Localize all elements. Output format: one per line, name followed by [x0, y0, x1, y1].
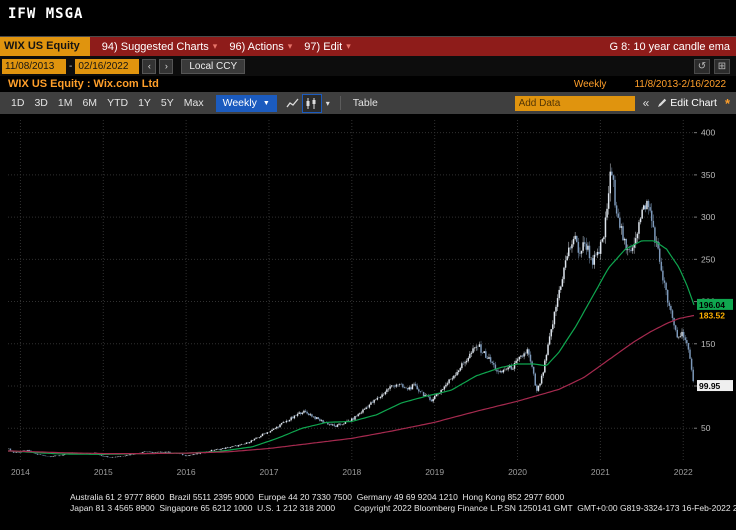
- period-1m[interactable]: 1M: [57, 97, 73, 109]
- chart-header: WIX US Equity : Wix.com Ltd Weekly 11/8/…: [0, 76, 736, 92]
- screen-title: G 8: 10 year candle ema: [609, 40, 730, 53]
- dropdown-arrow-icon: ▾: [346, 41, 351, 51]
- rangebar-right-icons: ↺ ⊞: [694, 58, 730, 74]
- gridlines: 5010015020025030035040020142015201620172…: [8, 120, 715, 477]
- date-range-dash: -: [69, 60, 73, 72]
- ema-fast-label: [697, 298, 733, 310]
- chart-security-title: WIX US Equity : Wix.com Ltd: [8, 78, 159, 90]
- line-chart-icon[interactable]: [284, 95, 302, 112]
- x-axis-label: 2015: [94, 467, 113, 477]
- chart-toolbar: 1D 3D 1M 6M YTD 1Y 5Y Max Weekly ▼ ▾ Tab…: [0, 92, 736, 114]
- menu-edit[interactable]: 97) Edit: [304, 40, 343, 53]
- ema-fast-line: [8, 240, 695, 455]
- period-1d[interactable]: 1D: [11, 97, 25, 109]
- y-axis-label: 300: [701, 212, 715, 222]
- dropdown-arrow-icon: ▾: [212, 41, 218, 51]
- ema-fast-label-text: 196.04: [699, 300, 725, 310]
- edit-chart-button[interactable]: Edit Chart: [657, 97, 717, 109]
- x-axis-label: 2020: [508, 467, 527, 477]
- menu-bar: WIX US Equity 94) Suggested Charts ▾ 96)…: [0, 37, 736, 56]
- favorite-star-icon[interactable]: *: [724, 95, 730, 111]
- menu-actions[interactable]: 96) Actions: [229, 40, 284, 53]
- x-axis-label: 2014: [11, 467, 30, 477]
- chart-type-caret-icon[interactable]: ▾: [325, 98, 330, 108]
- candles: [8, 163, 694, 458]
- footer-contacts-line1: Australia 61 2 9777 8600 Brazil 5511 239…: [70, 492, 565, 502]
- x-axis-label: 2017: [260, 467, 279, 477]
- period-6m[interactable]: 6M: [82, 97, 98, 109]
- interval-dropdown[interactable]: Weekly ▼: [215, 94, 277, 112]
- chart-area: 5010015020025030035040020142015201620172…: [0, 114, 736, 486]
- period-1y[interactable]: 1Y: [138, 97, 151, 109]
- end-date-input[interactable]: [75, 58, 140, 74]
- last-price-label: [697, 380, 733, 392]
- command-line[interactable]: IFW MSGA: [8, 6, 84, 22]
- y-axis-label: 400: [701, 128, 715, 138]
- footer-session-info: SN 1250141 GMT GMT+0:00 G819-3324-173 16…: [504, 503, 736, 513]
- y-axis-label: 150: [701, 339, 715, 349]
- period-3d[interactable]: 3D: [34, 97, 48, 109]
- x-axis-label: 2021: [591, 467, 610, 477]
- footer-contacts-line2: Japan 81 3 4565 8900 Singapore 65 6212 1…: [70, 503, 505, 513]
- candle-chart-icon[interactable]: [301, 93, 322, 113]
- y-axis-label: 250: [701, 254, 715, 264]
- ema-slow-label-text: 183.52: [699, 310, 725, 320]
- x-axis-label: 2018: [342, 467, 361, 477]
- edit-chart-label: Edit Chart: [670, 97, 717, 109]
- start-date-input[interactable]: [2, 58, 66, 74]
- refresh-icon[interactable]: ↺: [694, 58, 710, 74]
- add-data-input[interactable]: [514, 95, 635, 111]
- collapse-panel-icon[interactable]: «: [642, 96, 650, 110]
- chart-date-range-label: 11/8/2013-2/16/2022: [634, 78, 726, 90]
- period-5y[interactable]: 5Y: [160, 97, 174, 109]
- caret-down-icon: ▼: [262, 99, 270, 107]
- x-axis-label: 2016: [177, 467, 196, 477]
- security-ticker-field[interactable]: WIX US Equity: [0, 37, 90, 56]
- period-ytd[interactable]: YTD: [107, 97, 129, 109]
- period-max[interactable]: Max: [183, 97, 204, 109]
- dropdown-arrow-icon: ▾: [287, 41, 293, 51]
- range-back-button[interactable]: ‹: [142, 58, 157, 74]
- toolbar-divider: [339, 96, 341, 110]
- menu-suggested-charts[interactable]: 94) Suggested Charts: [101, 40, 209, 53]
- table-button[interactable]: Table: [352, 97, 378, 109]
- chart-periodicity-label: Weekly: [573, 78, 607, 90]
- x-axis-label: 2019: [425, 467, 444, 477]
- x-axis-label: 2022: [674, 467, 693, 477]
- date-range-bar: - ‹ › Local CCY ↺ ⊞: [0, 56, 736, 76]
- y-axis-label: 350: [701, 170, 715, 180]
- command-row: IFW MSGA: [0, 0, 736, 37]
- interval-label: Weekly: [222, 97, 257, 109]
- ema-slow-line: [8, 314, 695, 455]
- currency-selector[interactable]: Local CCY: [181, 58, 246, 74]
- y-axis-label: 50: [701, 423, 711, 433]
- last-price-label-text: 99.95: [699, 381, 721, 391]
- price-chart[interactable]: 5010015020025030035040020142015201620172…: [0, 114, 736, 486]
- pencil-icon: [658, 98, 667, 107]
- terminal-footer: Australia 61 2 9777 8600 Brazil 5511 239…: [0, 486, 736, 514]
- grid-view-icon[interactable]: ⊞: [714, 58, 730, 74]
- range-forward-button[interactable]: ›: [159, 58, 174, 74]
- chart-range-info: Weekly 11/8/2013-2/16/2022: [574, 79, 726, 90]
